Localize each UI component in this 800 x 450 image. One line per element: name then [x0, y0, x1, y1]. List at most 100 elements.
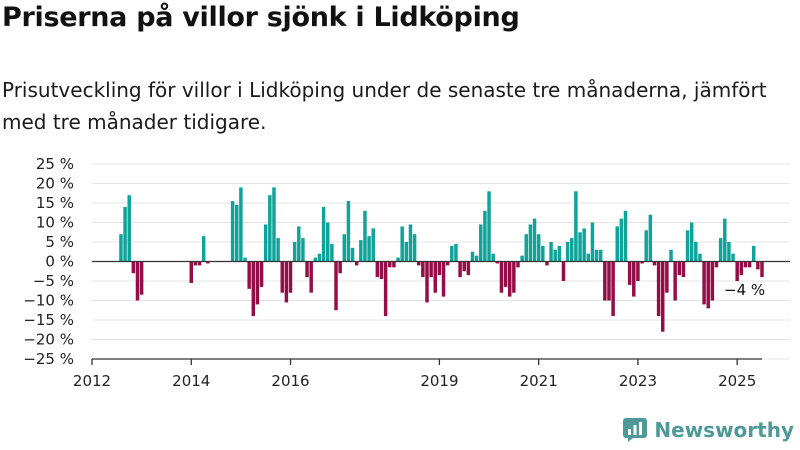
bar	[694, 242, 698, 262]
bar	[193, 261, 198, 266]
bar	[632, 261, 636, 297]
y-tick-label: −20 %	[23, 331, 74, 349]
bar	[400, 226, 404, 262]
y-tick-label: −25 %	[23, 350, 74, 368]
bar	[127, 195, 131, 262]
bar	[230, 201, 235, 262]
bar	[284, 261, 289, 303]
bar	[503, 261, 508, 287]
bar	[259, 261, 264, 287]
bar	[276, 238, 280, 262]
bar	[421, 261, 425, 278]
bar	[615, 226, 619, 262]
x-tick-label: 2016	[271, 372, 309, 390]
bar	[727, 242, 731, 262]
brand-name: Newsworthy	[654, 418, 794, 442]
bar	[346, 201, 351, 262]
bar	[201, 236, 206, 262]
bar	[321, 206, 326, 262]
x-tick-label: 2012	[73, 372, 111, 390]
bar	[301, 238, 305, 262]
bar	[603, 261, 607, 301]
bar	[334, 261, 338, 311]
bar	[416, 261, 421, 266]
bar	[731, 253, 735, 262]
bar	[268, 195, 272, 262]
bar	[665, 261, 669, 293]
bar	[524, 234, 528, 262]
bar	[135, 261, 140, 301]
bar	[751, 245, 756, 262]
bar	[594, 249, 599, 262]
bar	[743, 261, 748, 268]
bar	[450, 245, 454, 262]
bar	[681, 261, 686, 278]
bar	[317, 253, 322, 262]
bar	[412, 234, 417, 262]
bar	[437, 261, 442, 276]
bar	[255, 261, 260, 305]
bar	[685, 230, 690, 262]
bar	[689, 222, 694, 262]
bar	[619, 218, 624, 262]
bar	[292, 242, 297, 262]
bar	[673, 261, 677, 301]
brand-logo: Newsworthy	[622, 417, 794, 443]
bar	[623, 210, 628, 262]
bar	[636, 261, 640, 281]
bar	[474, 255, 479, 262]
bar	[607, 261, 611, 301]
bar	[553, 249, 557, 262]
y-axis-ticks: 25 % 20 %15 % 10 %5 % 0 %−5 % −10 %−15 % −20 …	[23, 155, 74, 368]
bar	[677, 261, 682, 276]
bar	[375, 261, 380, 278]
bar	[590, 222, 595, 262]
bar	[536, 234, 541, 262]
bar	[487, 191, 491, 262]
bar	[454, 243, 458, 262]
bar	[379, 261, 384, 280]
bar	[574, 191, 578, 262]
bar	[735, 261, 739, 281]
bar	[396, 257, 400, 262]
annotations: −4 %	[724, 281, 765, 299]
bar	[723, 218, 727, 262]
bar	[598, 249, 603, 262]
bar	[739, 261, 744, 276]
bar	[445, 261, 450, 266]
y-tick-label: 20 %	[36, 175, 74, 193]
bar	[648, 214, 653, 262]
bar	[305, 261, 309, 278]
bar	[429, 261, 433, 278]
bar	[640, 261, 644, 264]
bar	[342, 234, 347, 262]
bar	[706, 261, 710, 309]
bar	[586, 253, 591, 262]
bar	[470, 251, 475, 262]
y-tick-label: 0 %	[45, 253, 74, 271]
bar	[326, 222, 330, 262]
bar	[458, 261, 462, 278]
bar	[656, 261, 661, 317]
bar	[288, 261, 293, 293]
bar	[545, 261, 549, 266]
bar	[388, 261, 392, 268]
bar	[433, 261, 437, 293]
bar	[549, 242, 553, 262]
bar	[520, 255, 524, 262]
bar	[197, 261, 202, 266]
latest-value-label: −4 %	[724, 281, 765, 299]
bar	[392, 261, 396, 268]
bar	[483, 210, 487, 262]
bar	[119, 234, 123, 262]
bar	[441, 261, 446, 297]
bar	[189, 261, 193, 283]
y-tick-label: 5 %	[45, 233, 74, 251]
bar	[516, 261, 520, 268]
bar	[367, 236, 371, 262]
bar	[582, 228, 586, 262]
bar	[507, 261, 512, 297]
bar	[338, 261, 342, 274]
y-tick-label: −10 %	[23, 292, 74, 310]
bar	[718, 238, 723, 262]
